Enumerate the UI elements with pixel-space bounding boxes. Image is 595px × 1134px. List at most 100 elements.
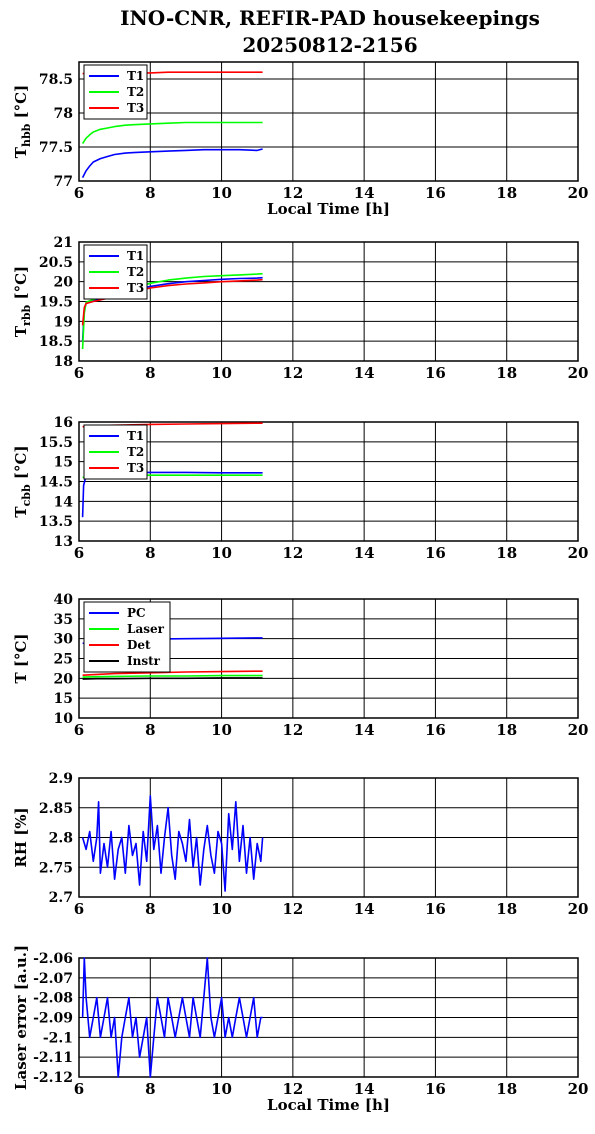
x-tick-label: 16	[425, 364, 446, 382]
legend: T1 T2 T3	[83, 244, 148, 300]
x-tick-label: 12	[282, 364, 303, 382]
x-tick-label: 20	[568, 721, 589, 739]
x-tick-label: 8	[145, 1080, 155, 1098]
y-tick-label: -2.06	[33, 951, 73, 967]
x-tick-label: 12	[282, 184, 303, 202]
series-line-t2	[81, 121, 263, 145]
y-tick-label: -2.12	[33, 1070, 73, 1086]
legend-label: T3	[127, 461, 144, 475]
x-tick-label: 8	[145, 900, 155, 918]
y-axis-label: T [°C]	[12, 633, 30, 683]
legend: T1 T2 T3	[83, 424, 148, 480]
legend-label: T1	[127, 429, 144, 443]
x-tick-label: 10	[211, 184, 232, 202]
y-tick-label: 15	[54, 691, 73, 707]
y-tick-label: 18	[54, 354, 73, 370]
series-line-data	[81, 794, 264, 892]
legend-label: T3	[127, 281, 144, 295]
y-tick-label: 2.9	[49, 771, 73, 787]
y-tick-label: 78.5	[39, 72, 73, 88]
x-tick-label: 12	[282, 900, 303, 918]
series-line-instr	[82, 677, 263, 680]
y-tick-label: 25	[54, 652, 73, 668]
x-tick-label: 6	[74, 544, 84, 562]
x-tick-label: 14	[354, 184, 375, 202]
y-tick-label: 15.5	[39, 435, 73, 451]
y-tick-label: 40	[54, 592, 74, 608]
x-tick-label: 6	[74, 184, 84, 202]
legend-label: T3	[127, 101, 144, 115]
x-tick-label: 20	[568, 1080, 589, 1098]
y-tick-label: 77	[54, 174, 73, 190]
legend-label: Det	[127, 638, 151, 652]
series-line-laser	[82, 674, 263, 678]
x-tick-label: 20	[568, 900, 589, 918]
y-tick-label: -2.11	[33, 1050, 73, 1066]
x-tick-label: 8	[145, 544, 155, 562]
x-axis-label: Local Time [h]	[267, 1096, 390, 1114]
x-tick-label: 10	[211, 364, 232, 382]
x-tick-label: 12	[282, 1080, 303, 1098]
y-tick-label: 19	[54, 314, 73, 330]
y-tick-label: 20	[54, 275, 74, 291]
plot-frame	[78, 61, 579, 182]
series-line-data	[81, 957, 263, 1078]
legend-label: PC	[127, 606, 146, 620]
y-tick-label: 20	[54, 671, 74, 687]
x-tick-label: 10	[211, 721, 232, 739]
y-tick-label: 13	[54, 534, 73, 550]
figure-title-line1: INO-CNR, REFIR-PAD housekeepings	[120, 6, 540, 30]
y-tick-label: 35	[54, 612, 73, 628]
x-tick-label: 8	[145, 721, 155, 739]
x-tick-label: 12	[282, 544, 303, 562]
x-tick-label: 16	[425, 721, 446, 739]
x-tick-label: 18	[496, 1080, 517, 1098]
figure-title-line2: 20250812-2156	[242, 33, 417, 57]
y-tick-label: 13.5	[39, 514, 73, 530]
legend-label: T1	[127, 69, 144, 83]
legend-label: T2	[127, 445, 144, 459]
x-tick-label: 8	[145, 184, 155, 202]
series-line-t3	[81, 278, 263, 326]
y-tick-label: -2.07	[33, 971, 73, 987]
x-tick-label: 10	[211, 900, 232, 918]
y-tick-label: 18.5	[39, 334, 73, 350]
y-tick-label: 30	[54, 632, 74, 648]
y-tick-label: 2.85	[39, 801, 73, 817]
y-tick-label: -2.08	[33, 991, 73, 1007]
x-tick-label: 18	[496, 184, 517, 202]
y-axis-label: RH [%]	[12, 807, 30, 867]
series-line-t2	[81, 272, 263, 350]
chart-panel-1: 6 8 10 12 14 16 18 20 77 77.5 78 78.5 Thbb [°C] Local…	[12, 61, 588, 218]
plot-frame	[78, 241, 579, 362]
plot-frame	[78, 421, 579, 542]
y-axis-label: Trbb [°C]	[12, 266, 33, 337]
y-tick-label: 14	[54, 494, 74, 510]
x-tick-label: 16	[425, 544, 446, 562]
legend-label: T2	[127, 265, 144, 279]
y-tick-label: 78	[54, 106, 73, 122]
series-line-t1	[81, 148, 263, 178]
x-tick-label: 18	[496, 721, 517, 739]
chart-panel-3: 6 8 10 12 14 16 18 20 13 13.5 14 14.5 15 15.5 16 Tcbb […	[12, 415, 588, 562]
y-tick-label: -2.1	[43, 1030, 73, 1046]
y-tick-label: 2.8	[49, 831, 73, 847]
legend-label: T1	[127, 249, 144, 263]
x-tick-label: 18	[496, 900, 517, 918]
x-tick-label: 14	[354, 1080, 375, 1098]
x-tick-label: 8	[145, 364, 155, 382]
x-tick-label: 14	[354, 544, 375, 562]
y-tick-label: 19.5	[39, 295, 73, 311]
x-tick-label: 6	[74, 364, 84, 382]
legend-label: Laser	[127, 622, 165, 636]
y-tick-label: 77.5	[39, 140, 73, 156]
y-axis-label: Tcbb [°C]	[12, 445, 33, 517]
x-tick-label: 6	[74, 1080, 84, 1098]
chart-panel-2: 6 8 10 12 14 16 18 20 18 18.5 19 19.5 20 20.5 21 Trbb […	[12, 235, 588, 382]
x-tick-label: 18	[496, 364, 517, 382]
x-tick-label: 14	[354, 364, 375, 382]
x-tick-label: 14	[354, 721, 375, 739]
x-tick-label: 12	[282, 721, 303, 739]
legend: T1 T2 T3	[83, 64, 148, 120]
